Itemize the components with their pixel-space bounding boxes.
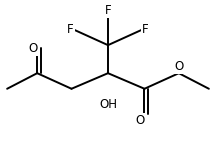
Text: O: O [135,114,145,127]
Text: F: F [67,23,74,36]
Text: OH: OH [99,98,117,111]
Text: F: F [105,4,111,17]
Text: O: O [28,42,37,55]
Text: F: F [142,23,149,36]
Text: O: O [174,60,183,73]
